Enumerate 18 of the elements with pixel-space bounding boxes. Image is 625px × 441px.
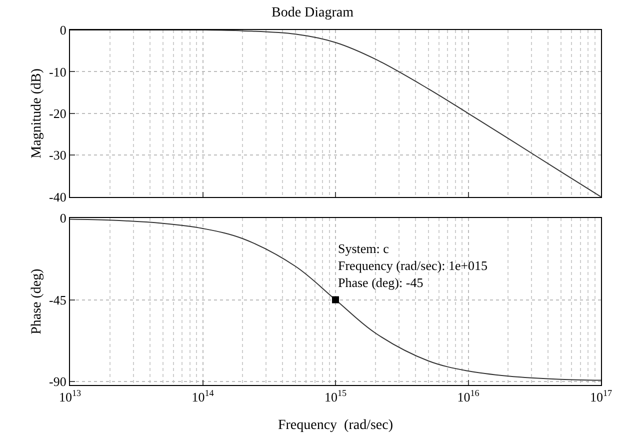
- x-tick-label: 10$^{17}$: [590, 388, 612, 405]
- y-tick-label: -10: [49, 64, 66, 80]
- y-tick-label: 0: [60, 22, 66, 38]
- annotation: System: c Frequency (rad/sec): 1e+015 Phase (deg): -45: [338, 241, 488, 290]
- x-tick-label: 10$^{16}$: [457, 388, 480, 405]
- y-tick-label: -45: [49, 292, 66, 308]
- y-tick-label: 0: [60, 210, 66, 226]
- x-tick-label: 10$^{13}$: [58, 388, 82, 405]
- x-tick-label: 10$^{14}$: [192, 388, 214, 405]
- y-axis-title: Magnitude (dB): [30, 68, 45, 158]
- chart-title: Bode Diagram: [271, 5, 354, 20]
- x-axis-title: Frequency (rad/sec): [278, 418, 394, 433]
- y-tick-label: -90: [49, 374, 66, 389]
- y-tick-label: -20: [49, 106, 66, 121]
- y-tick-label: -30: [49, 148, 66, 163]
- x-tick-label: 10$^{15}$: [324, 388, 347, 405]
- y-axis-title: Phase (deg): [30, 268, 45, 334]
- y-tick-label: -40: [49, 189, 66, 204]
